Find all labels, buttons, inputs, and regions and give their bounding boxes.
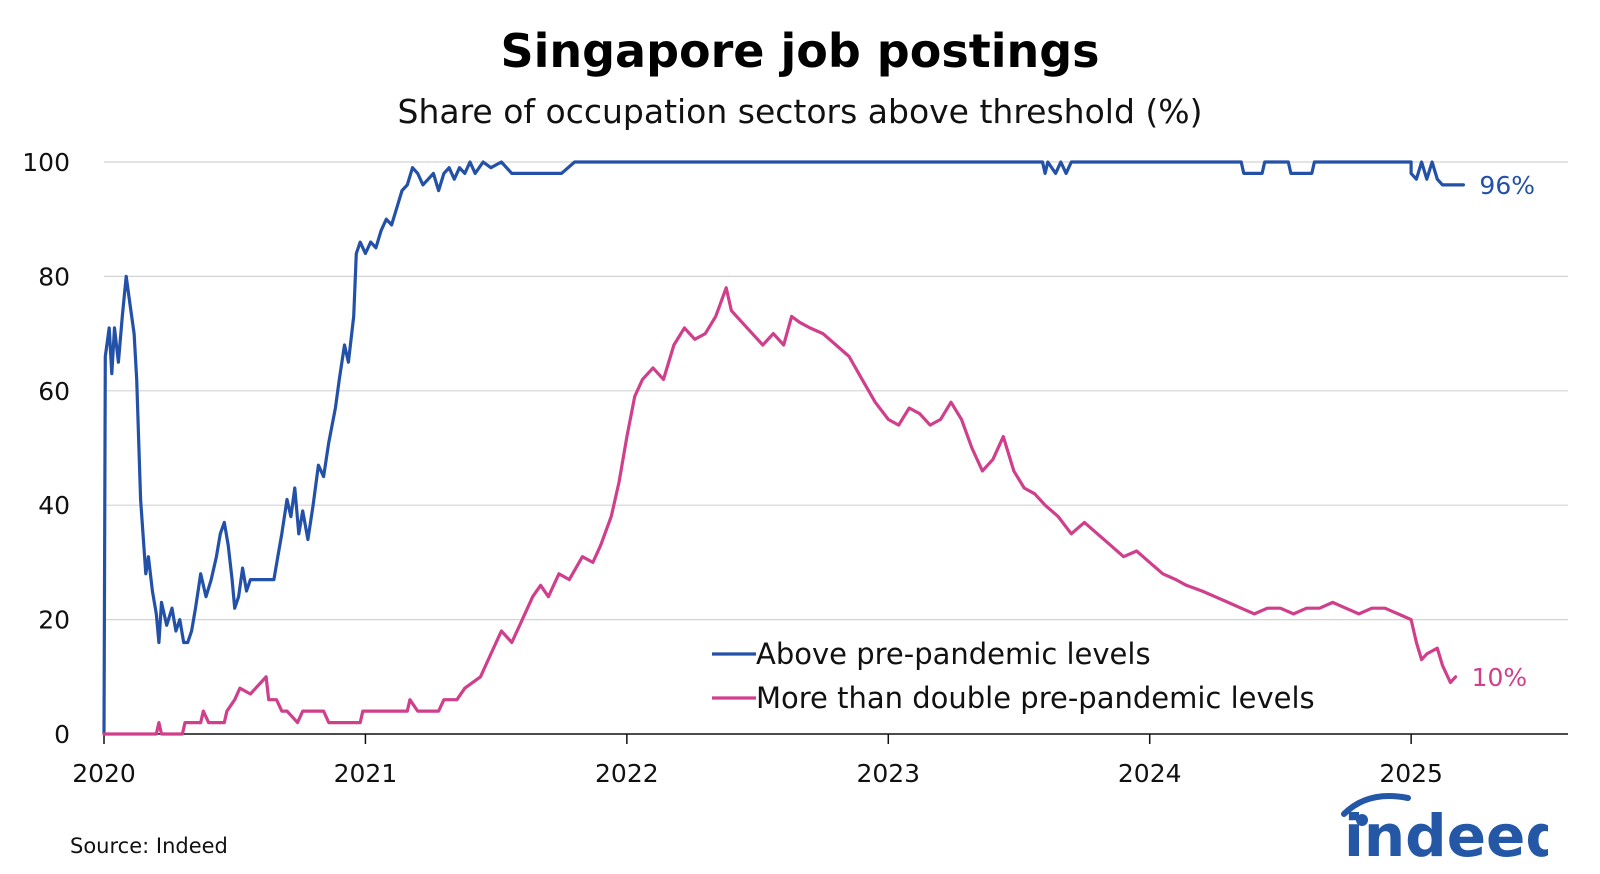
y-axis-ticks: 0 20 40 60 80 100 bbox=[22, 148, 70, 749]
end-label-0: 96% bbox=[1479, 171, 1535, 200]
logo-wordmark: indeed bbox=[1344, 802, 1548, 864]
series-line-0 bbox=[102, 160, 1465, 736]
y-tick-label: 40 bbox=[38, 491, 70, 520]
indeed-logo: indeed bbox=[1341, 793, 1548, 864]
logo-dot-icon bbox=[1356, 814, 1368, 826]
x-tick-label: 2022 bbox=[595, 759, 659, 788]
y-tick-label: 60 bbox=[38, 377, 70, 406]
y-tick-label: 20 bbox=[38, 606, 70, 635]
chart-subtitle: Share of occupation sectors above thresh… bbox=[397, 92, 1203, 131]
series-lines bbox=[102, 160, 1465, 736]
x-tick-label: 2025 bbox=[1379, 759, 1443, 788]
y-tick-label: 80 bbox=[38, 262, 70, 291]
y-tick-label: 0 bbox=[54, 720, 70, 749]
legend: Above pre-pandemic levels More than doubl… bbox=[712, 637, 1315, 715]
end-label-1: 10% bbox=[1472, 663, 1528, 692]
source-note: Source: Indeed bbox=[70, 834, 228, 858]
logo-swoosh-icon bbox=[1341, 793, 1411, 817]
x-tick-label: 2024 bbox=[1118, 759, 1182, 788]
y-tick-label: 100 bbox=[22, 148, 70, 177]
x-tick-label: 2021 bbox=[334, 759, 398, 788]
x-tick-label: 2023 bbox=[856, 759, 920, 788]
chart-title: Singapore job postings bbox=[500, 24, 1100, 78]
end-labels: 96% 10% bbox=[1472, 171, 1535, 692]
series-line-1 bbox=[102, 286, 1458, 736]
x-tick-label: 2020 bbox=[72, 759, 136, 788]
x-axis-ticks: 2020 2021 2022 2023 2024 2025 bbox=[72, 733, 1568, 788]
legend-label-1: More than double pre-pandemic levels bbox=[756, 681, 1315, 715]
gridlines bbox=[104, 161, 1568, 621]
legend-label-0: Above pre-pandemic levels bbox=[756, 637, 1151, 671]
